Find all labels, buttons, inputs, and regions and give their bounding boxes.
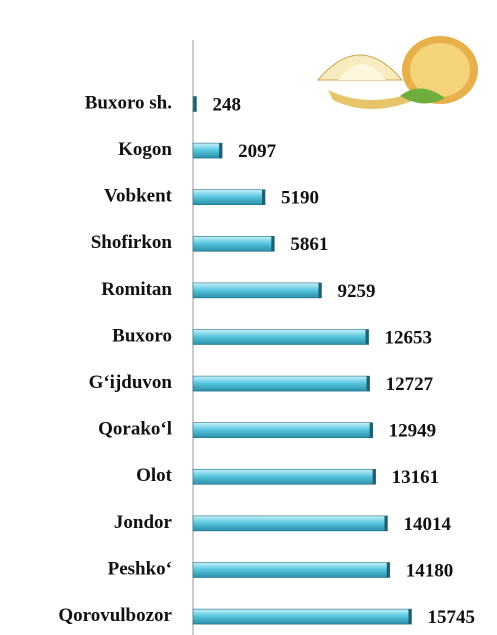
category-label: Romitan <box>101 279 172 300</box>
category-label: Peshko‘ <box>108 558 172 579</box>
value-label: 5190 <box>281 188 319 209</box>
melon-image <box>316 36 478 109</box>
category-label: Qorovulbozor <box>58 605 172 626</box>
bar <box>192 375 370 392</box>
bar-edge <box>384 515 388 531</box>
value-label: 248 <box>212 94 241 115</box>
bar-edge <box>365 329 369 345</box>
value-label: 5861 <box>290 234 328 255</box>
bar <box>192 515 388 532</box>
bar-edge <box>372 469 376 485</box>
value-label: 14014 <box>403 514 451 535</box>
value-label: 15745 <box>427 607 475 628</box>
bar <box>192 422 373 439</box>
value-label: 12727 <box>386 374 434 395</box>
bar-edge <box>369 422 373 438</box>
category-label: Vobkent <box>104 186 173 207</box>
value-label: 9259 <box>337 281 375 302</box>
category-label: Olot <box>136 465 173 486</box>
value-label: 14180 <box>406 560 454 581</box>
bar <box>192 189 266 205</box>
bar-edge <box>271 236 275 252</box>
bar <box>192 608 412 625</box>
value-label: 2097 <box>238 141 277 162</box>
value-label: 12653 <box>385 327 433 348</box>
bar <box>192 142 223 159</box>
bar <box>192 236 275 252</box>
bar-edge <box>262 189 266 205</box>
category-label: Kogon <box>118 139 172 160</box>
category-label: Qorako‘l <box>98 419 172 440</box>
category-label: G‘ijduvon <box>89 372 173 393</box>
bar-edge <box>219 143 223 159</box>
bar-edge <box>318 282 322 298</box>
bar-edge <box>408 609 412 625</box>
bar-edge <box>366 376 370 392</box>
category-label: Jondor <box>114 512 173 533</box>
category-label: Shofirkon <box>91 232 173 253</box>
bar-edge <box>386 562 390 578</box>
category-label: Buxoro <box>112 325 172 346</box>
value-label: 12949 <box>389 421 437 442</box>
bar-edge <box>193 96 197 112</box>
bar <box>192 329 369 345</box>
value-label: 13161 <box>392 467 440 488</box>
bar <box>192 562 391 578</box>
bar <box>192 468 376 485</box>
bar <box>192 282 322 299</box>
category-label: Buxoro sh. <box>85 92 172 113</box>
